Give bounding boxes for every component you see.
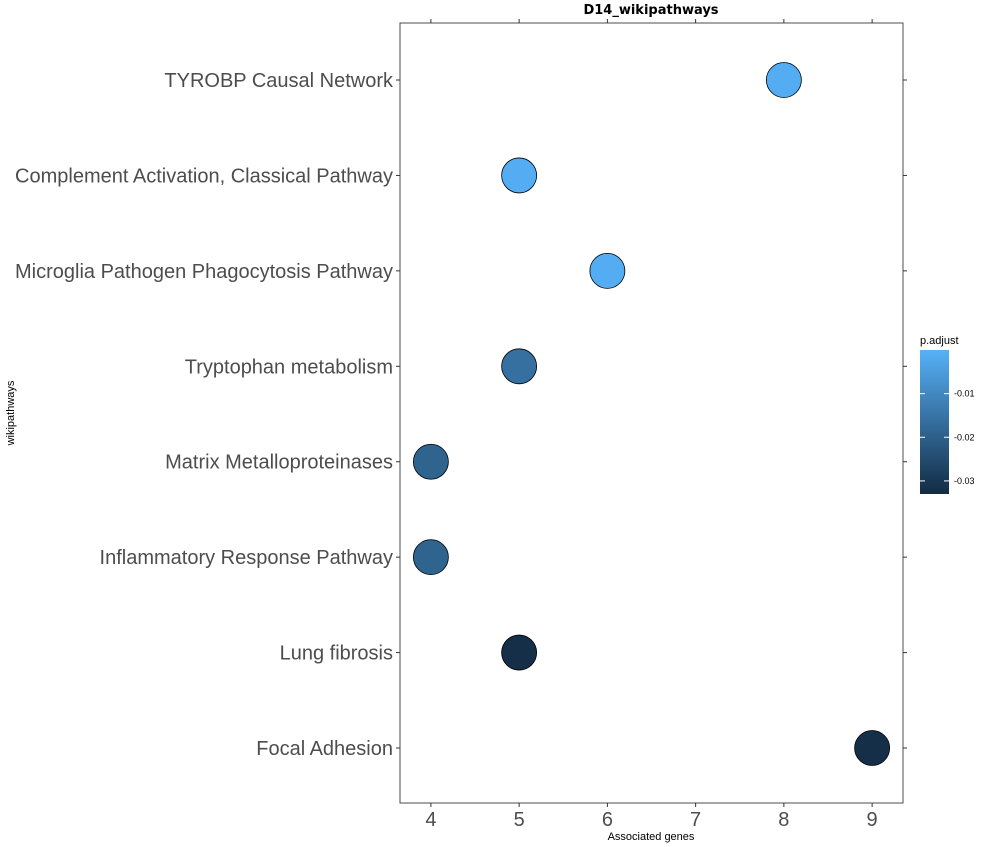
y-tick-label: TYROBP Causal Network xyxy=(164,70,394,92)
data-point xyxy=(501,634,538,671)
y-tick-label: Complement Activation, Classical Pathway xyxy=(15,165,393,187)
data-points xyxy=(412,62,891,766)
y-axis-title: wikipathways xyxy=(5,380,17,446)
y-axis-labels: TYROBP Causal Network Complement Activati… xyxy=(15,70,907,760)
legend-tick-label: -0.02 xyxy=(954,432,975,442)
legend-tick-label: -0.01 xyxy=(954,389,975,399)
data-point xyxy=(412,539,449,576)
color-legend: p.adjust -0.01 -0.02 -0.03 xyxy=(920,335,975,494)
data-point xyxy=(501,157,538,194)
data-point xyxy=(589,252,626,289)
data-point xyxy=(501,348,538,385)
chart-title: D14_wikipathways xyxy=(583,3,718,18)
y-tick-label: Microglia Pathogen Phagocytosis Pathway xyxy=(15,261,393,283)
y-tick-label: Tryptophan metabolism xyxy=(185,356,393,378)
x-axis-title: Associated genes xyxy=(608,831,695,843)
y-tick-label: Lung fibrosis xyxy=(280,643,393,665)
x-tick-label: 5 xyxy=(514,809,525,831)
y-tick-label: Focal Adhesion xyxy=(256,738,393,760)
legend-ticks: -0.01 -0.02 -0.03 xyxy=(920,389,975,486)
legend-tick-label: -0.03 xyxy=(954,476,975,486)
x-tick-label: 4 xyxy=(425,809,436,831)
data-point xyxy=(412,443,449,480)
x-tick-label: 7 xyxy=(690,809,701,831)
x-tick-label: 8 xyxy=(778,809,789,831)
legend-colorbar xyxy=(920,350,949,494)
data-point xyxy=(765,62,802,98)
x-tick-label: 6 xyxy=(602,809,613,831)
y-tick-label: Inflammatory Response Pathway xyxy=(100,547,393,569)
y-tick-label: Matrix Metalloproteinases xyxy=(165,452,393,474)
x-tick-label: 9 xyxy=(867,809,878,831)
x-axis-ticks: 4 5 6 7 8 9 xyxy=(425,19,878,831)
legend-title: p.adjust xyxy=(920,335,959,347)
plot-panel xyxy=(399,22,904,804)
data-point xyxy=(854,730,891,766)
